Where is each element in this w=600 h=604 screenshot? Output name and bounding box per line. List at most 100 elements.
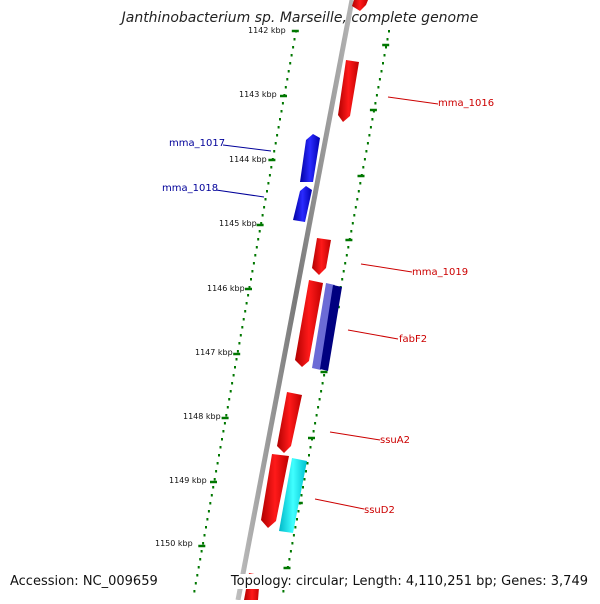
callout-mma-1016 (387, 96, 439, 105)
tick-dot (261, 214, 264, 217)
gene-ssuA2[interactable] (277, 392, 302, 453)
tick-dot (284, 86, 287, 89)
tick-dot (318, 398, 321, 401)
gene-mma-1019[interactable] (312, 238, 331, 275)
tick-dot (239, 334, 242, 337)
tick-dot (306, 462, 309, 465)
tick-dot (291, 542, 294, 545)
tick-dot (375, 94, 378, 97)
tick-dot (236, 350, 239, 353)
tick-dot (193, 590, 196, 593)
tick-dot (273, 150, 276, 153)
tick-dot (241, 326, 244, 329)
gene-features (244, 0, 368, 600)
tick-dot (264, 198, 267, 201)
callout-mma-1019 (360, 263, 413, 273)
tick-dot (260, 222, 263, 225)
tick-dot (341, 278, 344, 281)
tick-dot (357, 190, 360, 193)
gene-fabF2-inner[interactable] (312, 283, 335, 370)
major-ticks (198, 29, 390, 570)
tick-dot (347, 246, 350, 249)
tick-dot (350, 230, 353, 233)
tick-dot (321, 382, 324, 385)
tick-dot (365, 150, 368, 153)
gene-fabF2-outer[interactable] (320, 285, 342, 371)
tick-dot (268, 174, 271, 177)
tick-dot (255, 246, 258, 249)
tick-dot (223, 422, 226, 425)
tick-dot (251, 270, 254, 273)
gene-fabF2-forward[interactable] (295, 280, 323, 367)
kbp-label: 1142 kbp (248, 26, 286, 35)
kbp-label: 1144 kbp (229, 155, 267, 164)
tick-dot (276, 134, 279, 137)
tick-dot (250, 278, 252, 281)
kbp-label: 1147 kbp (195, 348, 233, 357)
gene-mma-1018[interactable] (293, 186, 312, 222)
tick-dot (290, 54, 293, 57)
gene-label-mma-1016[interactable]: mma_1016 (438, 98, 494, 109)
tick-dot (279, 118, 281, 121)
kbp-label: 1148 kbp (183, 412, 221, 421)
tick-dot (258, 230, 261, 233)
tick-dot (270, 166, 273, 169)
tick-dot (344, 262, 347, 265)
tick-dot (388, 30, 390, 33)
callout-lines (215, 96, 439, 510)
tick-dot (277, 126, 280, 129)
tick-dot (248, 286, 251, 289)
gene-label-mma-1018[interactable]: mma_1018 (162, 183, 218, 194)
gene-label-ssuA2[interactable]: ssuA2 (380, 435, 410, 446)
tick-dot (207, 510, 210, 513)
kbp-label: 1145 kbp (219, 219, 257, 228)
gene-feature[interactable] (352, 0, 368, 11)
tick-dot (263, 206, 266, 209)
tick-dot (200, 550, 203, 553)
gene-mma-1016[interactable] (338, 60, 359, 122)
tick-dot (197, 566, 200, 569)
kbp-label: 1143 kbp (239, 90, 277, 99)
tick-dot (222, 430, 225, 433)
tick-dot (300, 494, 303, 497)
gene-label-fabF2[interactable]: fabF2 (399, 334, 427, 345)
tick-dot (292, 46, 295, 49)
tick-dot (229, 390, 232, 393)
kbp-labels: 1142 kbp 1143 kbp 1144 kbp 1145 kbp 1146… (155, 26, 286, 548)
tick-dot (320, 390, 323, 393)
tick-dot (317, 406, 320, 409)
gene-ssuD2-forward[interactable] (261, 454, 289, 528)
tick-dot (297, 510, 300, 513)
gene-label-mma-1017[interactable]: mma_1017 (169, 138, 225, 149)
tick-dot (374, 102, 377, 105)
tick-dot (232, 374, 235, 377)
tick-dot (303, 478, 306, 481)
tick-dot (242, 318, 245, 321)
tick-dot (378, 78, 381, 81)
tick-dot (369, 126, 372, 129)
tick-dot (286, 78, 289, 81)
tick-dot (342, 270, 345, 273)
tick-dot (366, 142, 369, 145)
tick-dot (385, 46, 387, 49)
tick-dot (308, 454, 310, 457)
kbp-label: 1150 kbp (155, 539, 193, 548)
tick-dot (312, 430, 315, 433)
tick-dot (221, 438, 223, 441)
gene-label-ssuD2[interactable]: ssuD2 (364, 505, 395, 516)
tick-dot (194, 582, 197, 585)
tick-dot (226, 406, 229, 409)
gene-ssuD2-track[interactable] (279, 458, 307, 533)
gene-label-mma-1019[interactable]: mma_1019 (412, 267, 468, 278)
tick-dot (281, 102, 284, 105)
tick-dot (354, 206, 357, 209)
tick-dot (247, 294, 250, 297)
tick-dot (353, 214, 356, 217)
tick-dot (351, 222, 354, 225)
tick-dot (210, 494, 213, 497)
tick-dot (288, 558, 291, 561)
gene-mma-1017[interactable] (300, 134, 320, 182)
tick-dot (203, 534, 206, 537)
accession-text: Accession: NC_009659 (8, 574, 160, 589)
